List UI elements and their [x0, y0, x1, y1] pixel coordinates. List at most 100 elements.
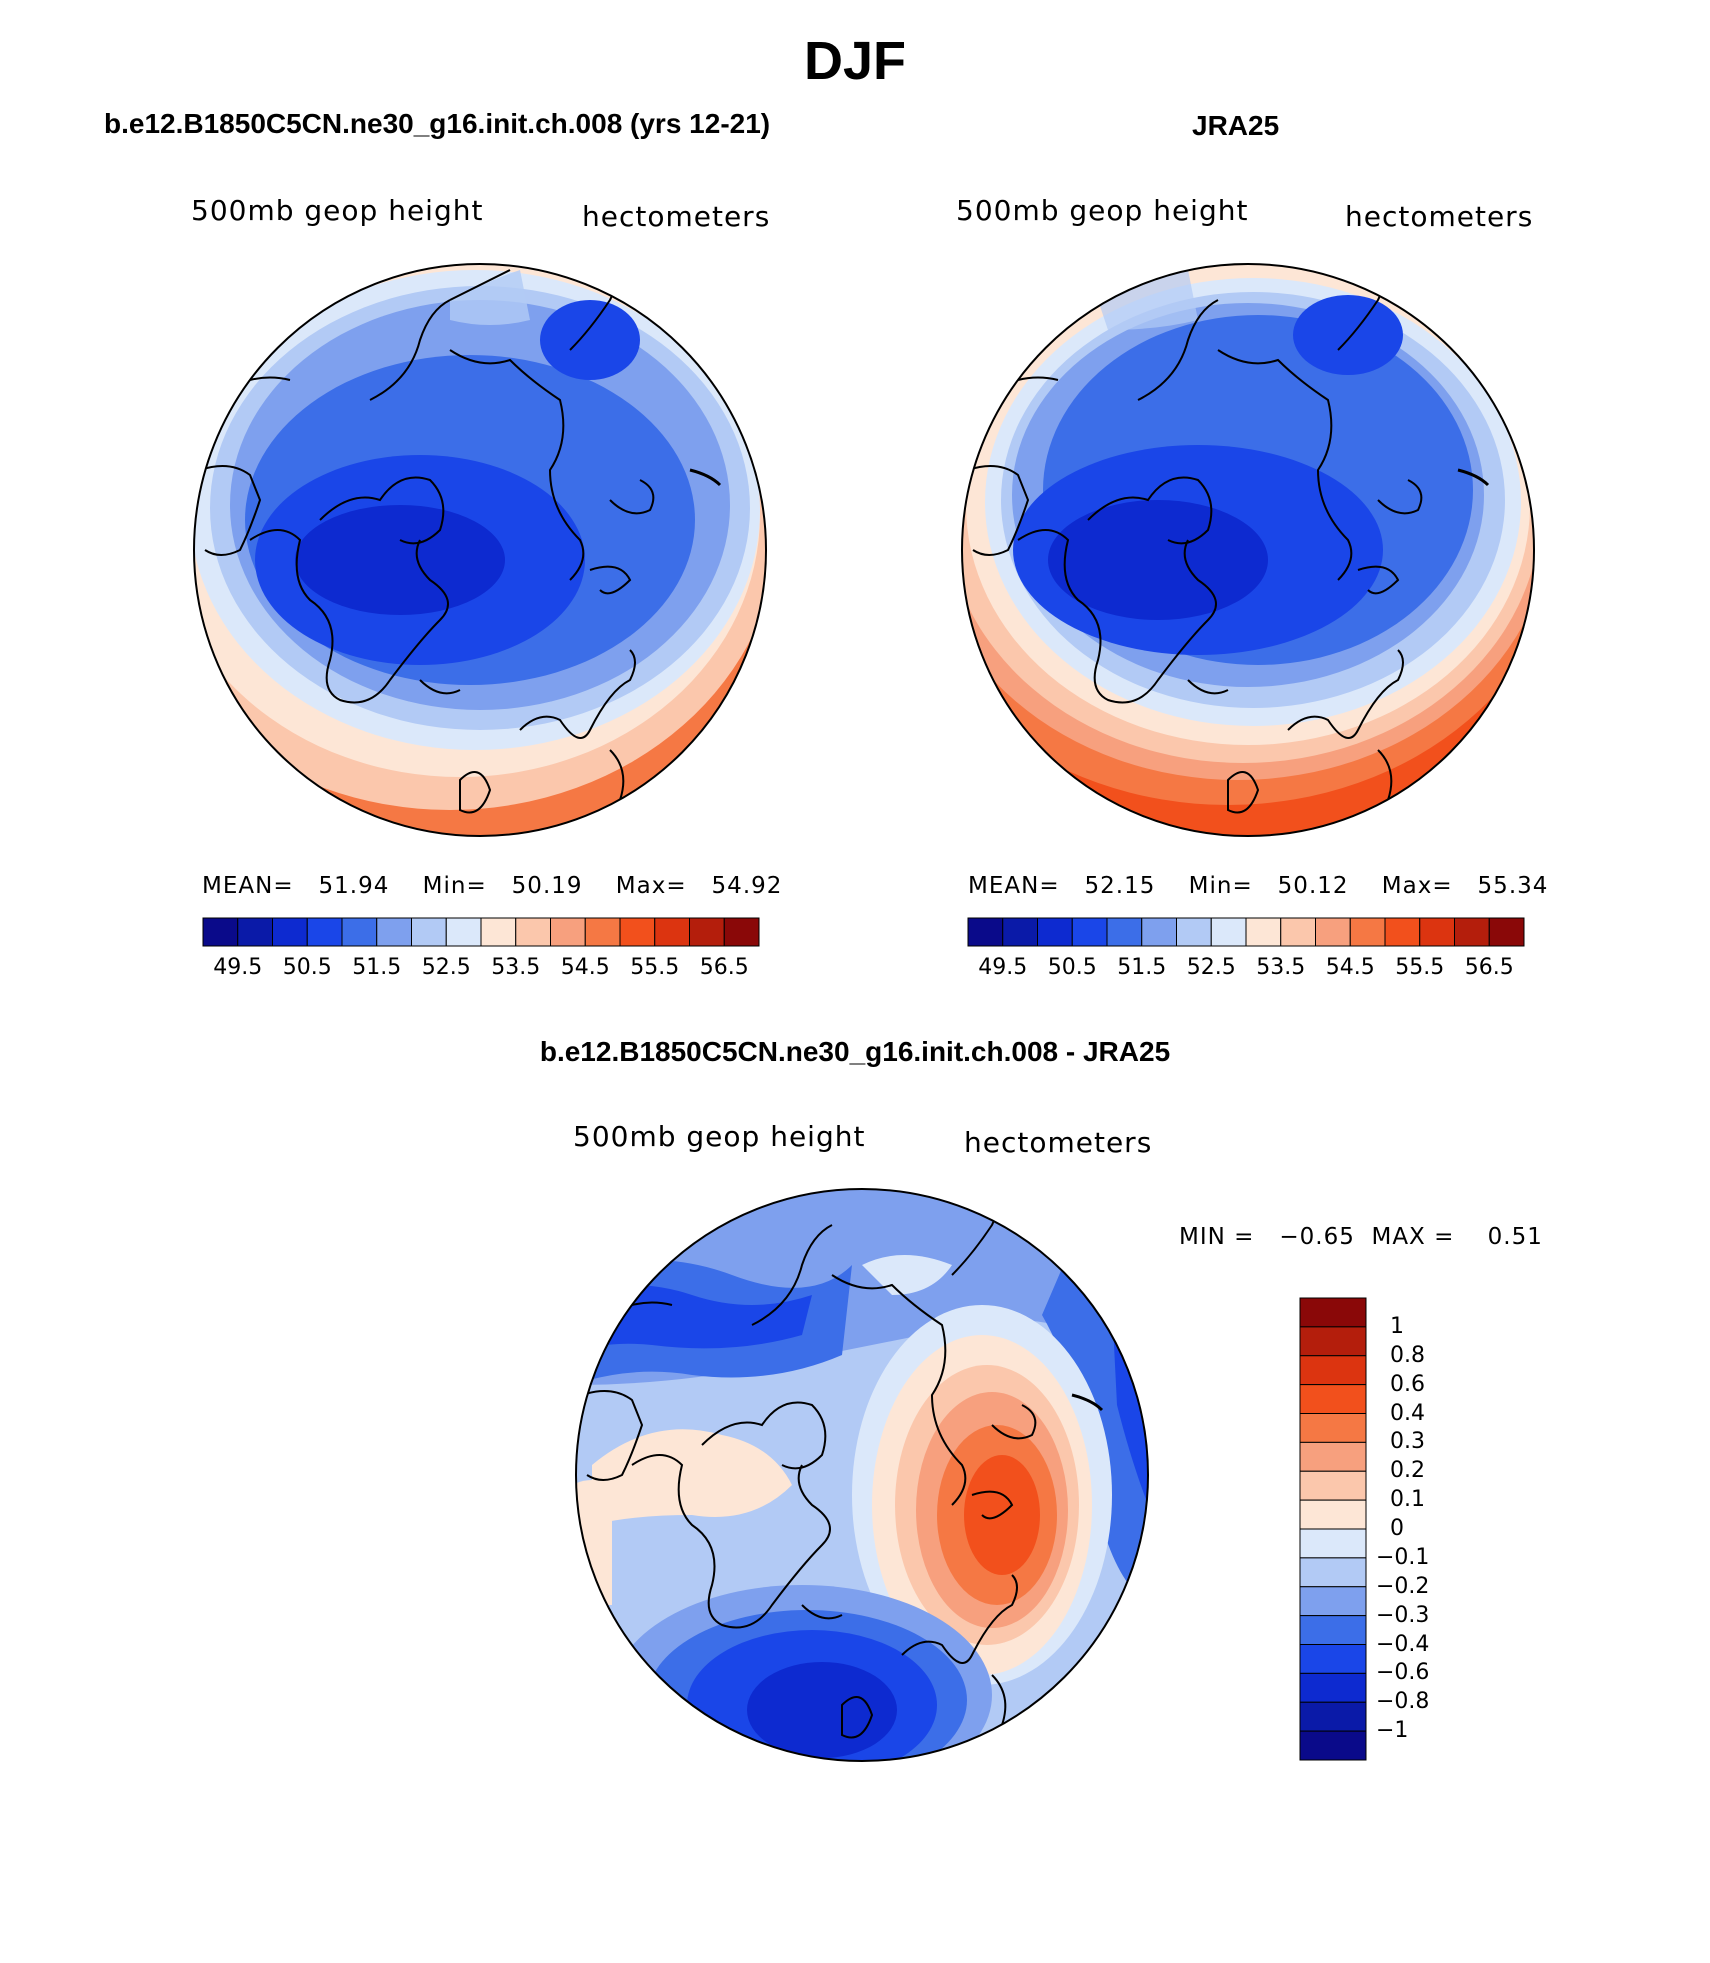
- colorbar-tick-label: −0.4: [1376, 1631, 1430, 1657]
- colorbar-tick-label: −0.1: [1376, 1544, 1430, 1570]
- colorbar-swatch: [967, 917, 1004, 947]
- colorbar-tick-label: 56.5: [1464, 955, 1514, 980]
- map-fill-band: [964, 1455, 1040, 1575]
- coastline: [751, 1224, 833, 1326]
- map-fill-band: [747, 1662, 897, 1758]
- diff-variable-label: 500mb geop height: [573, 1120, 866, 1153]
- coastline: [519, 649, 636, 739]
- coastline: [589, 565, 632, 595]
- coastline: [689, 468, 722, 487]
- panel2-title: JRA25: [1192, 110, 1280, 141]
- colorbar-swatch: [1488, 917, 1525, 947]
- coastline: [581, 1390, 644, 1481]
- colorbar-swatch: [480, 917, 517, 947]
- colorbar-swatch: [1299, 1470, 1367, 1501]
- colorbar-swatch: [1419, 917, 1455, 947]
- diff-minmax: MIN = −0.65 MAX = 0.51: [1179, 1224, 1543, 1250]
- colorbar-swatch: [584, 917, 621, 947]
- coastline: [249, 376, 291, 381]
- map-fill-band: [592, 1429, 792, 1525]
- panel2-units-label: hectometers: [1345, 200, 1534, 233]
- colorbar-swatch: [1454, 917, 1490, 947]
- colorbar-swatch: [1299, 1672, 1367, 1703]
- coastline: [1017, 376, 1059, 381]
- colorbar-swatch: [654, 917, 690, 947]
- coastline: [369, 299, 451, 401]
- coastline: [1137, 299, 1219, 401]
- colorbar-tick-label: 55.5: [1395, 955, 1445, 980]
- coastline: [991, 1404, 1037, 1440]
- colorbar-tick-label: 0.3: [1390, 1429, 1425, 1455]
- colorbar-swatch: [341, 917, 378, 947]
- diff-panel-title: b.e12.B1850C5CN.ne30_g16.init.ch.008 - J…: [539, 1036, 1171, 1067]
- colorbar-swatch: [306, 917, 343, 947]
- panel1-max-value: 54.92: [711, 873, 783, 899]
- colorbar-swatch: [445, 917, 482, 947]
- panel2-polar-map: [961, 263, 1535, 837]
- panel2-max-value: 55.34: [1477, 873, 1549, 899]
- colorbar-swatch: [1299, 1557, 1367, 1588]
- colorbar-tick-label: 52.5: [1186, 955, 1236, 980]
- colorbar-swatch: [1210, 917, 1247, 947]
- colorbar-swatch: [1299, 1644, 1367, 1674]
- colorbar-swatch: [1106, 917, 1143, 947]
- diff-polar-map: [575, 1188, 1149, 1762]
- colorbar-swatch: [376, 917, 412, 947]
- coastline: [609, 749, 625, 801]
- panel1-min-label: Min=: [422, 873, 487, 899]
- colorbar-tick-label: −0.2: [1376, 1573, 1430, 1599]
- panel1-colorbar: [202, 917, 760, 947]
- map-fill-band: [540, 300, 640, 380]
- map-fill-band: [1098, 270, 1198, 330]
- colorbar-tick-label: 50.5: [1047, 955, 1097, 980]
- colorbar-tick-label: 51.5: [352, 955, 402, 980]
- coastline: [249, 529, 449, 704]
- map-border: [575, 1188, 1149, 1762]
- coastline: [631, 1454, 831, 1629]
- panel1-colorbar-labels: 49.5 50.5 51.5 52.5 53.5 54.5 55.5 56.5: [203, 955, 759, 985]
- coastline: [1377, 479, 1423, 515]
- colorbar-swatch: [1299, 1701, 1367, 1732]
- colorbar-swatch: [1141, 917, 1177, 947]
- colorbar-tick-label: 51.5: [1117, 955, 1167, 980]
- coastline: [1287, 649, 1404, 739]
- coastline: [841, 1696, 874, 1739]
- panel1-polar-map: [193, 263, 767, 837]
- panel2-mean-label: MEAN=: [968, 873, 1060, 899]
- diff-min-label: MIN =: [1179, 1224, 1255, 1250]
- coastline: [1017, 529, 1217, 704]
- colorbar-swatch: [1299, 1615, 1367, 1645]
- coastline: [971, 1490, 1014, 1520]
- colorbar-swatch: [1071, 917, 1108, 947]
- map-border: [193, 263, 767, 837]
- panel2-variable-label: 500mb geop height: [956, 194, 1249, 227]
- coastline: [1357, 565, 1400, 595]
- panel1-min-value: 50.19: [511, 873, 583, 899]
- colorbar-tick-label: 49.5: [978, 955, 1028, 980]
- panel1-units-label: hectometers: [582, 200, 771, 233]
- coastline: [1227, 771, 1260, 814]
- colorbar-tick-label: 54.5: [1325, 955, 1375, 980]
- map-border: [961, 263, 1535, 837]
- colorbar-swatch: [1299, 1586, 1367, 1617]
- coastline: [1087, 476, 1213, 545]
- colorbar-swatch: [1299, 1384, 1367, 1414]
- coastline: [967, 465, 1030, 556]
- colorbar-swatch: [1299, 1297, 1367, 1328]
- panel2-max-label: Max=: [1381, 873, 1453, 899]
- colorbar-tick-label: 53.5: [491, 955, 541, 980]
- colorbar-tick-label: 0: [1390, 1516, 1404, 1541]
- coastline: [449, 349, 585, 581]
- coastline: [1217, 349, 1353, 581]
- colorbar-swatch: [237, 917, 273, 947]
- map-fill-band: [862, 1255, 952, 1295]
- panel1-title: b.e12.B1850C5CN.ne30_g16.init.ch.008 (yr…: [104, 108, 771, 139]
- colorbar-swatch: [1299, 1326, 1367, 1357]
- colorbar-tick-label: 55.5: [630, 955, 680, 980]
- coastline: [319, 476, 445, 545]
- coastline: [1187, 679, 1229, 695]
- colorbar-tick-label: −0.8: [1376, 1689, 1430, 1715]
- colorbar-swatch: [272, 917, 308, 947]
- colorbar-swatch: [202, 917, 239, 947]
- colorbar-tick-label: 52.5: [421, 955, 471, 980]
